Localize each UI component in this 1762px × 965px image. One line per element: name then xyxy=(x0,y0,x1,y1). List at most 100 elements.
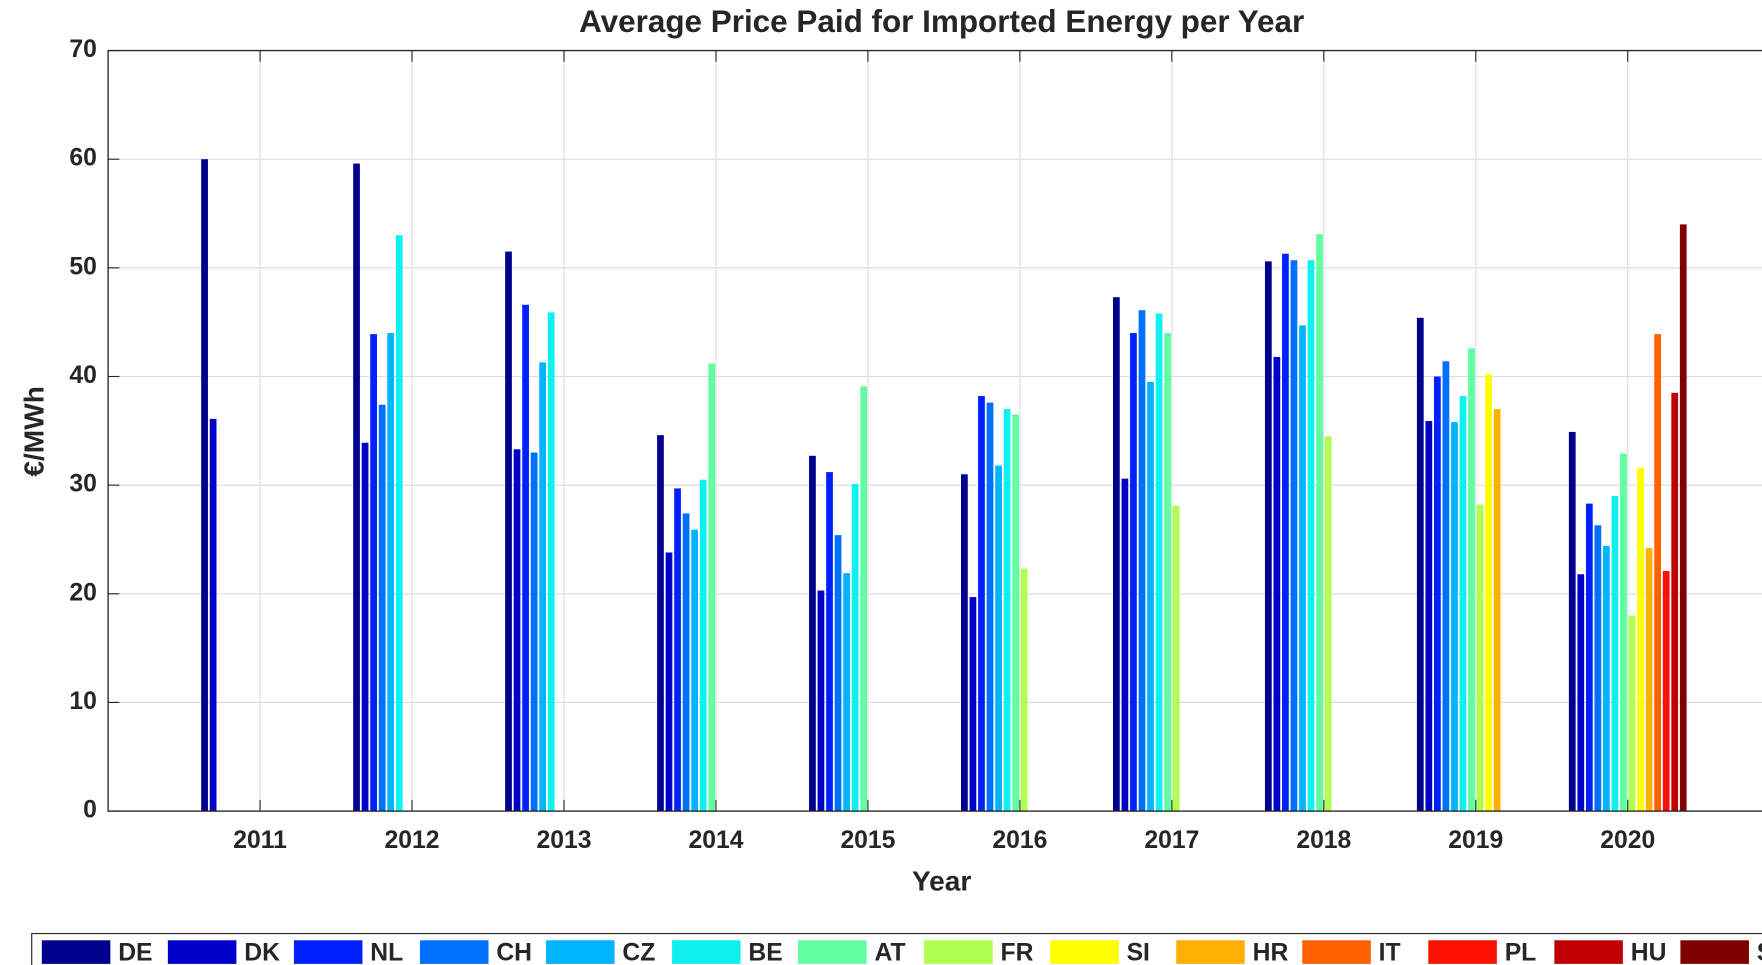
bar xyxy=(1671,392,1679,812)
legend-swatch xyxy=(1302,940,1371,964)
bar xyxy=(1433,376,1441,812)
bar xyxy=(1273,356,1281,812)
y-tick-label: 50 xyxy=(69,253,96,280)
bar xyxy=(978,396,985,812)
legend-label: CH xyxy=(496,939,532,965)
bar xyxy=(1476,504,1484,812)
bar xyxy=(860,386,868,812)
bar xyxy=(1172,505,1180,812)
bar xyxy=(699,479,707,812)
bar xyxy=(1585,503,1593,812)
bar xyxy=(209,418,217,812)
legend-swatch xyxy=(1176,940,1245,964)
bar xyxy=(657,435,664,812)
bar xyxy=(1164,333,1171,812)
x-tick-label: 2016 xyxy=(992,827,1047,854)
bar xyxy=(1679,224,1687,812)
bar xyxy=(1003,409,1011,812)
legend-swatch xyxy=(41,940,111,964)
legend-label: SI xyxy=(1127,939,1150,965)
bar xyxy=(1645,548,1653,812)
x-tick-label: 2013 xyxy=(537,827,592,854)
bar xyxy=(1020,568,1028,812)
legend-label: DK xyxy=(244,939,280,965)
bar xyxy=(674,488,681,812)
bar xyxy=(1307,260,1315,812)
bar xyxy=(1493,409,1501,812)
legend-swatch xyxy=(1680,940,1749,964)
x-tick-label: 2018 xyxy=(1296,827,1351,854)
legend-swatch xyxy=(1554,940,1623,964)
y-tick-label: 70 xyxy=(69,36,96,63)
chart-title: Average Price Paid for Imported Energy p… xyxy=(579,4,1304,39)
bar xyxy=(995,465,1002,812)
bar xyxy=(1130,333,1137,812)
bar xyxy=(1138,310,1146,812)
bar xyxy=(851,484,859,812)
x-tick-label: 2014 xyxy=(688,827,743,854)
legend-label: SK xyxy=(1757,939,1762,965)
bar xyxy=(547,312,555,812)
bar xyxy=(1577,574,1585,812)
bar xyxy=(201,159,208,812)
bar xyxy=(809,455,816,812)
legend-swatch xyxy=(293,940,363,964)
legend-swatch xyxy=(1428,940,1497,964)
bar xyxy=(1603,545,1610,812)
x-tick-label: 2015 xyxy=(840,827,895,854)
legend-label: DE xyxy=(118,939,152,965)
legend-label: HU xyxy=(1631,939,1667,965)
y-tick-label: 10 xyxy=(69,688,96,715)
legend-label: HR xyxy=(1253,939,1289,965)
y-axis-label: €/MWh xyxy=(19,386,50,476)
legend-label: AT xyxy=(874,939,905,965)
bar xyxy=(395,235,403,812)
legend-label: FR xyxy=(1001,939,1034,965)
legend-swatch xyxy=(419,940,489,964)
bar xyxy=(1459,396,1467,812)
x-tick-label: 2011 xyxy=(233,827,287,854)
legend-label: BE xyxy=(748,939,782,965)
bar xyxy=(1290,260,1298,812)
y-tick-label: 40 xyxy=(69,362,96,389)
bar xyxy=(387,333,395,812)
bar xyxy=(1662,570,1670,812)
bar xyxy=(361,442,369,812)
bar xyxy=(1324,436,1332,812)
bar xyxy=(1654,334,1662,812)
bar xyxy=(1012,414,1019,812)
x-axis-label: Year xyxy=(912,865,971,896)
legend-label: CZ xyxy=(622,939,655,965)
bar xyxy=(1112,297,1120,812)
bar xyxy=(513,449,521,812)
bar xyxy=(708,363,716,812)
bar xyxy=(522,304,529,812)
bar xyxy=(1594,525,1602,812)
bar xyxy=(1299,325,1306,812)
x-tick-label: 2019 xyxy=(1448,827,1503,854)
plot-frame xyxy=(107,49,1762,812)
bar xyxy=(370,334,377,812)
bar xyxy=(682,513,690,812)
legend-swatch xyxy=(798,940,867,964)
y-tick-label: 20 xyxy=(69,579,96,606)
bar xyxy=(1147,381,1154,812)
bar xyxy=(1620,453,1627,812)
legend-label: NL xyxy=(370,939,403,965)
bar xyxy=(1442,361,1450,812)
bar xyxy=(834,535,842,812)
legend-swatch xyxy=(672,940,741,964)
bar xyxy=(1611,496,1619,812)
bar xyxy=(1264,261,1272,812)
y-tick-label: 30 xyxy=(69,471,96,498)
bar xyxy=(665,552,673,812)
bar xyxy=(986,402,994,812)
bar xyxy=(1451,422,1458,812)
bar xyxy=(1468,348,1475,812)
legend-label: PL xyxy=(1505,939,1537,965)
bar xyxy=(1637,467,1644,812)
bar xyxy=(1282,253,1289,812)
bar xyxy=(969,597,977,812)
